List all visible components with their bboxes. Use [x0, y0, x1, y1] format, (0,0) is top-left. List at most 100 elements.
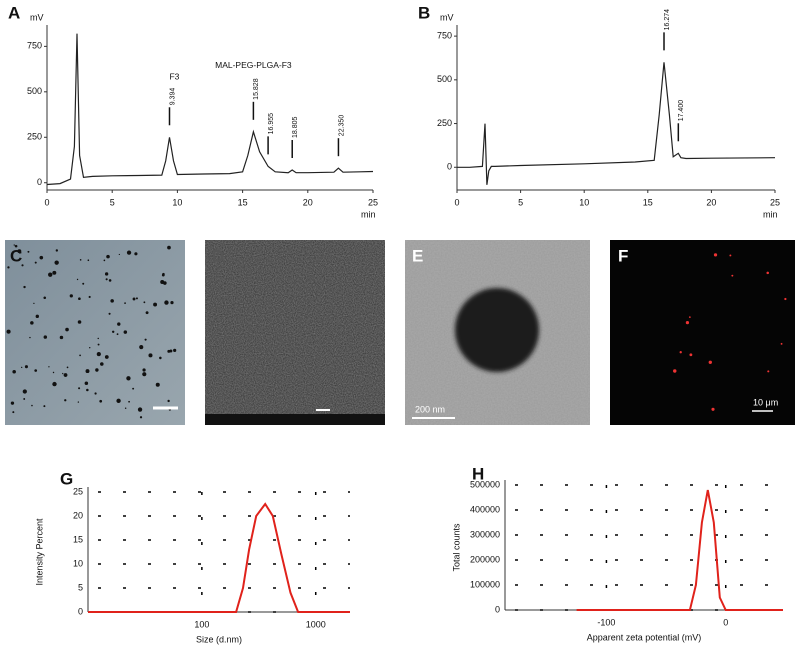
x-tick-label: 10 — [579, 197, 589, 207]
particle — [55, 383, 57, 385]
particle — [6, 329, 11, 334]
spot — [679, 351, 682, 354]
particle — [77, 320, 82, 324]
panel-label: H — [472, 464, 484, 483]
particle — [100, 362, 104, 366]
annotation: MAL-PEG-PLGA-F3 — [626, 0, 703, 1]
particle — [128, 400, 130, 403]
particle — [86, 388, 89, 392]
particle — [167, 349, 171, 353]
spot — [708, 360, 712, 364]
particle — [78, 297, 81, 301]
particle — [104, 272, 109, 276]
particle — [137, 407, 143, 412]
y-tick-label: 750 — [437, 30, 452, 40]
y-tick-label: 15 — [73, 534, 83, 544]
particle — [111, 330, 115, 333]
particle — [170, 301, 174, 305]
particle — [173, 348, 177, 353]
particle — [104, 355, 109, 359]
y-tick-label: 250 — [27, 132, 42, 142]
y-tick-label: 200000 — [470, 554, 500, 564]
x-tick-label: 5 — [110, 197, 115, 207]
y-axis-label: mV — [440, 12, 454, 22]
x-axis-label: min — [361, 209, 376, 219]
particle — [106, 254, 110, 259]
particle — [22, 389, 27, 394]
particle — [126, 250, 132, 255]
particle — [63, 373, 68, 377]
x-axis-label: Size (d.nm) — [196, 634, 242, 644]
particle — [33, 302, 35, 305]
peak-label: 9.394 — [169, 88, 176, 106]
particle — [143, 301, 146, 304]
x-tick-label: 0 — [723, 617, 728, 627]
particles — [6, 244, 177, 419]
particle — [84, 381, 89, 385]
y-tick-label: 250 — [437, 118, 452, 128]
particle — [27, 250, 30, 253]
particle — [124, 407, 127, 409]
x-tick-label: 0 — [44, 197, 49, 207]
y-axis-label: Intensity Percent — [34, 518, 44, 586]
particle — [108, 312, 111, 315]
y-tick-label: 25 — [73, 486, 83, 496]
particle — [135, 297, 138, 300]
particle — [29, 336, 31, 339]
particle — [89, 347, 91, 349]
y-axis-label: mV — [30, 12, 44, 22]
particle — [79, 354, 81, 357]
x-tick-label: -100 — [597, 617, 615, 627]
particle — [21, 264, 24, 267]
particle — [139, 416, 143, 419]
particle — [116, 333, 119, 336]
x-axis-label: min — [763, 209, 778, 219]
spot — [673, 369, 677, 373]
data-line — [88, 502, 350, 613]
particle — [43, 335, 48, 339]
annotation: MAL-PEG-PLGA-F3 — [215, 60, 292, 70]
particle — [52, 371, 55, 374]
particle — [82, 282, 85, 285]
spot — [731, 274, 734, 277]
y-tick-label: 300000 — [470, 529, 500, 539]
image-f — [610, 240, 795, 425]
particle — [85, 369, 90, 374]
x-tick-label: 10 — [172, 197, 182, 207]
y-tick-label: 10 — [73, 558, 83, 568]
panel-label: B — [418, 3, 430, 22]
particle — [48, 272, 53, 277]
y-tick-label: 400000 — [470, 504, 500, 514]
spot — [729, 254, 732, 257]
panel-label: F — [618, 246, 628, 265]
particle — [43, 405, 46, 408]
spot — [711, 407, 715, 411]
particle — [52, 381, 57, 387]
particle — [31, 404, 33, 407]
particle — [145, 311, 149, 315]
particle — [97, 337, 99, 340]
particle — [142, 368, 146, 372]
annotation: F3 — [169, 72, 179, 82]
particle — [78, 387, 81, 390]
particle — [95, 368, 99, 372]
y-tick-label: 500 — [437, 74, 452, 84]
y-tick-label: 100000 — [470, 579, 500, 589]
nanoparticle — [455, 288, 539, 372]
particle — [13, 244, 15, 246]
particle — [123, 330, 128, 334]
data-line — [46, 33, 374, 186]
particle — [12, 369, 16, 374]
y-tick-label: 0 — [447, 162, 452, 172]
particle — [161, 273, 165, 277]
y-tick-label: 500 — [27, 86, 42, 96]
particle — [159, 356, 162, 360]
y-tick-label: 5 — [78, 582, 83, 592]
particle — [103, 259, 106, 262]
particle — [79, 259, 82, 261]
y-axis-label: Total counts — [451, 523, 461, 572]
particle — [34, 261, 37, 264]
particle — [48, 366, 50, 368]
particle — [117, 322, 121, 326]
particle — [64, 399, 67, 402]
